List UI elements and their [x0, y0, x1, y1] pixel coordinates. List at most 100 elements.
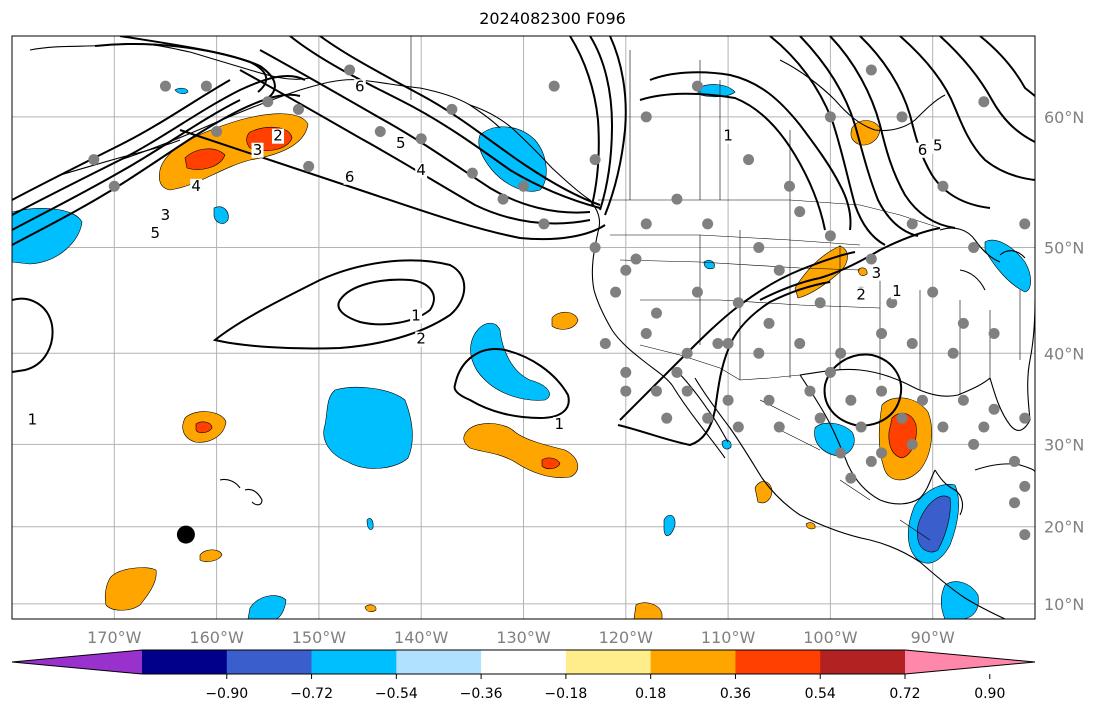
filled-anomaly-regions — [12, 84, 1031, 619]
station-dot — [906, 438, 918, 450]
lon-tick-label: 140°W — [394, 628, 449, 647]
lat-tick-label: 20°N — [1044, 518, 1084, 537]
colorbar-segment — [565, 650, 652, 674]
anomaly-pos-small-6 — [857, 267, 868, 276]
colorbar-tick-label: −0.90 — [205, 686, 248, 702]
colorbar-extend-low — [12, 650, 142, 674]
contour-east-ridge-3 — [829, 36, 956, 229]
contour-label: 4 — [416, 161, 426, 179]
colorbar-tick-label: 0.36 — [720, 686, 751, 702]
station-dot — [855, 421, 867, 433]
anomaly-neg-alaska-panhandle — [478, 126, 547, 192]
station-dot — [599, 337, 611, 349]
anomaly-pos-small-3 — [633, 602, 663, 619]
contour-hudson-1 — [649, 71, 852, 231]
contour-label-bg — [415, 331, 428, 347]
anomaly-neg-central-pacific-1 — [470, 322, 550, 401]
contour-west-1 — [12, 74, 306, 216]
colorbar-segment — [142, 650, 228, 674]
contour-label: 6 — [355, 77, 365, 95]
anomaly-neg-small-1 — [213, 206, 229, 224]
coast-west-us — [591, 231, 673, 386]
station-dot — [497, 193, 509, 205]
station-dot — [937, 421, 949, 433]
anomaly-neg-central-pacific-2 — [323, 386, 413, 469]
station-dot — [814, 297, 826, 309]
station-dot — [446, 103, 458, 115]
colorbar-tick-label: −0.18 — [544, 686, 587, 702]
contour-label: 3 — [161, 206, 171, 224]
contour-label: 5 — [150, 224, 160, 242]
anomaly-neg-west-edge — [12, 208, 83, 265]
contour-label-bg — [271, 128, 284, 144]
station-dot — [159, 80, 171, 92]
contour-label: 2 — [273, 127, 283, 145]
station-dot — [722, 337, 734, 349]
station-dot — [702, 412, 714, 424]
lat-tick-label: 40°N — [1044, 344, 1084, 363]
contour-label: 5 — [396, 134, 406, 152]
station-dot — [88, 154, 100, 166]
station-dot — [937, 180, 949, 192]
contour-label-bg — [916, 142, 929, 158]
station-dot — [865, 253, 877, 265]
anomaly-pos-small-1 — [551, 311, 579, 330]
station-dot — [814, 412, 826, 424]
station-dot — [906, 218, 918, 230]
coast-hawaii — [219, 478, 263, 506]
colorbar-extend-high — [905, 650, 1035, 674]
anomaly-neg-small-4 — [366, 518, 374, 530]
coast-hudson-bay — [779, 59, 946, 132]
station-dot — [722, 394, 734, 406]
map-title: 2024082300 F096 — [479, 9, 626, 28]
contour-east-trough-1 — [759, 227, 941, 301]
station-dot — [753, 347, 765, 359]
station-dot — [640, 111, 652, 123]
coast-baja-outer — [671, 384, 726, 459]
coast-gulf-mexico — [799, 374, 936, 505]
station-dot — [794, 206, 806, 218]
contour-label: 1 — [723, 127, 733, 145]
contour-label: 1 — [892, 282, 902, 300]
contour-label: 5 — [933, 137, 943, 155]
station-dot — [681, 347, 693, 359]
station-dot — [108, 180, 120, 192]
lon-tick-label: 100°W — [803, 628, 858, 647]
station-dot — [1009, 497, 1021, 509]
contour-label-bg — [553, 417, 566, 433]
colorbar-tick-label: −0.54 — [375, 686, 418, 702]
station-dot — [732, 297, 744, 309]
map-frame-border — [11, 35, 1036, 620]
anomaly-pos-southwest — [104, 567, 157, 611]
contour-north-trough-3 — [604, 36, 627, 216]
contour-label-bg — [343, 169, 356, 185]
lat-tick-label: 30°N — [1044, 435, 1084, 454]
contour-label-bg — [931, 138, 944, 154]
colorbar-outline — [11, 649, 1036, 675]
contour-cutoff-low — [453, 348, 570, 420]
contour-gulf-alaska-3 — [259, 49, 591, 214]
station-dot — [691, 286, 703, 298]
station-dot — [620, 366, 632, 378]
station-dot — [957, 317, 969, 329]
station-dot — [906, 337, 918, 349]
contour-west-2 — [12, 99, 241, 231]
anomaly-pos-central-pacific-core — [541, 457, 561, 470]
coast-bc-panhandle — [469, 104, 601, 233]
station-dot — [876, 447, 888, 459]
station-dot — [886, 297, 898, 309]
coast-yucatan — [934, 469, 964, 516]
station-dot — [865, 455, 877, 467]
lon-tick-label: 170°W — [87, 628, 142, 647]
lon-tick-label: 110°W — [701, 628, 756, 647]
station-dot — [589, 242, 601, 254]
lon-tick-label: 150°W — [292, 628, 347, 647]
anomaly-neg-great-lakes — [984, 239, 1031, 293]
contour-label-bg — [855, 287, 868, 303]
coast-baja-inner — [677, 371, 729, 443]
colorbar-tick-label: −0.36 — [460, 686, 503, 702]
border-mexico-states — [759, 399, 931, 541]
station-dot — [1019, 529, 1031, 541]
